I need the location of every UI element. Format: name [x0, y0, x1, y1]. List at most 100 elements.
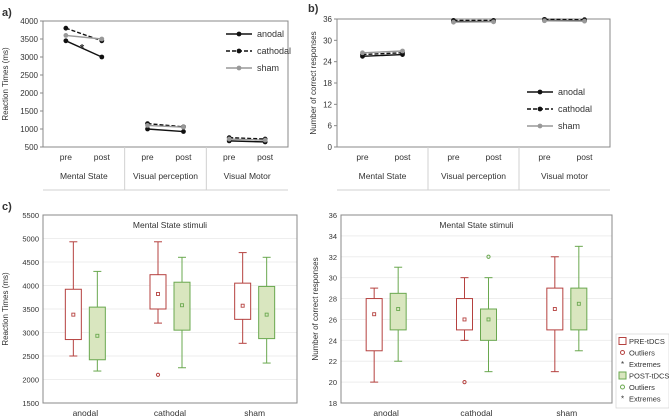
- point-sham: [360, 50, 365, 56]
- chart-a-reaction-times: 500 1000 1500 2000 2500 3000 3500 4000 Reaction …: [1, 17, 291, 191]
- legend-post-outliers-marker: [620, 384, 625, 390]
- y-tick-label: 3000: [22, 329, 39, 338]
- legend-marker-sham: [236, 65, 242, 71]
- group-label: Visual motor: [541, 171, 588, 181]
- panel-label-c: c): [2, 201, 12, 213]
- legend-pre-extremes-marker: *: [621, 360, 624, 369]
- group-label: Visual perception: [441, 171, 506, 181]
- legend-marker-anodal: [236, 31, 242, 37]
- group-label: Visual Motor: [224, 171, 271, 181]
- y-axis-label: Number of correct responses: [309, 31, 318, 134]
- point-anodal: [99, 54, 105, 60]
- x-tick-label: cathodal: [460, 408, 492, 417]
- box-anodal-pre: [64, 288, 82, 341]
- point-sham: [542, 18, 547, 24]
- y-tick-label: 0: [328, 143, 333, 152]
- y-tick-label: 32: [329, 253, 337, 262]
- y-tick-label: 5500: [22, 211, 39, 220]
- point-cathodal: [63, 25, 69, 31]
- x-tick-label: post: [576, 152, 593, 162]
- y-axis-label: Number of correct responses: [311, 257, 320, 360]
- y-tick-label: 18: [329, 399, 337, 408]
- x-tick-label: post: [94, 152, 111, 162]
- legend-pre-box-marker: [618, 337, 627, 345]
- legend-pre-box-label: PRE-tDCS: [629, 337, 665, 346]
- y-tick-label: 26: [329, 315, 337, 324]
- legend-label-anodal: anodal: [558, 87, 585, 97]
- median-sham-post: [576, 301, 581, 306]
- y-tick-label: 18: [323, 79, 332, 88]
- y-tick-label: 500: [25, 143, 39, 152]
- point-sham: [63, 33, 69, 38]
- series-line-sham: [147, 124, 184, 128]
- median-sham-post: [264, 312, 269, 317]
- point-sham: [226, 136, 232, 142]
- y-tick-label: 36: [329, 211, 337, 220]
- y-tick-label: 5000: [22, 235, 39, 244]
- y-tick-label: 12: [323, 100, 332, 109]
- legend-marker-sham: [537, 123, 543, 129]
- legend-pre-outliers-marker: [620, 350, 625, 355]
- series-line-sham: [362, 50, 403, 54]
- point-sham: [451, 19, 456, 25]
- median-cathodal-pre: [156, 292, 160, 296]
- point-sham: [145, 123, 150, 128]
- legend-post-outliers-label: Outliers: [629, 383, 655, 392]
- y-tick-label: 30: [323, 36, 332, 45]
- series-line-anodal: [147, 128, 184, 133]
- point-sham: [491, 19, 496, 25]
- x-tick-label: sham: [556, 408, 577, 417]
- y-tick-label: 34: [329, 232, 337, 241]
- point-anodal: [145, 126, 150, 132]
- legend-pre-extremes-label: Extremes: [629, 360, 661, 369]
- legend-frame: [615, 333, 669, 409]
- y-tick-label: 36: [323, 15, 332, 24]
- box-sham-pre: [234, 282, 252, 320]
- point-anodal: [181, 129, 186, 134]
- box-cathodal-post: [173, 281, 191, 331]
- outlier-cathodal-pre: [155, 372, 161, 377]
- y-tick-label: 1500: [20, 107, 38, 116]
- box-cathodal-post: [480, 308, 497, 341]
- chart-b-correct-responses: 0 6 12 18 24 30 36 Number of correct responses p…: [309, 15, 611, 191]
- chart-title: Mental State stimuli: [439, 220, 513, 230]
- y-tick-label: 3500: [20, 35, 38, 44]
- x-tick-label: pre: [141, 152, 154, 162]
- x-tick-label: cathodal: [154, 408, 186, 417]
- y-tick-label: 24: [329, 336, 337, 345]
- y-tick-label: 4500: [22, 258, 39, 267]
- group-label: Mental State: [60, 171, 108, 181]
- outlier-cathodal-pre: [462, 380, 467, 385]
- chart-title: Mental State stimuli: [133, 220, 207, 230]
- x-tick-label: pre: [356, 152, 369, 162]
- plot-frame: [340, 214, 613, 404]
- y-axis-label: Reaction Times (ms): [1, 272, 10, 346]
- box-sham-post: [258, 285, 276, 340]
- box-legend: PRE-tDCS Outliers * Extremes POST-tDCS Outlie…: [615, 333, 669, 409]
- plot-frame: [42, 214, 298, 404]
- x-tick-label: post: [175, 152, 192, 162]
- y-tick-label: 30: [329, 274, 337, 283]
- series-line-sham: [229, 138, 266, 141]
- panel-label-b: b): [308, 3, 319, 15]
- median-sham-pre: [240, 303, 245, 308]
- legend-label-cathodal: cathodal: [257, 46, 291, 56]
- series-line-cathodal: [362, 52, 403, 56]
- x-tick-label: pre: [223, 152, 236, 162]
- legend-marker-anodal: [537, 89, 543, 95]
- point-sham: [582, 18, 587, 24]
- median-cathodal-post: [180, 303, 184, 308]
- x-tick-label: anodal: [373, 408, 399, 417]
- box-anodal-post: [88, 306, 106, 361]
- series-line-anodal: [362, 53, 403, 58]
- point-sham: [400, 48, 405, 54]
- y-tick-label: 28: [329, 295, 337, 304]
- legend-marker-cathodal: [236, 48, 242, 54]
- box-sham-post: [570, 287, 588, 331]
- significance-marker: *: [80, 43, 85, 55]
- legend-post-extremes-marker: *: [621, 395, 624, 404]
- point-sham: [262, 137, 268, 143]
- series-line-anodal: [65, 40, 103, 58]
- panel-label-a: a): [2, 7, 12, 19]
